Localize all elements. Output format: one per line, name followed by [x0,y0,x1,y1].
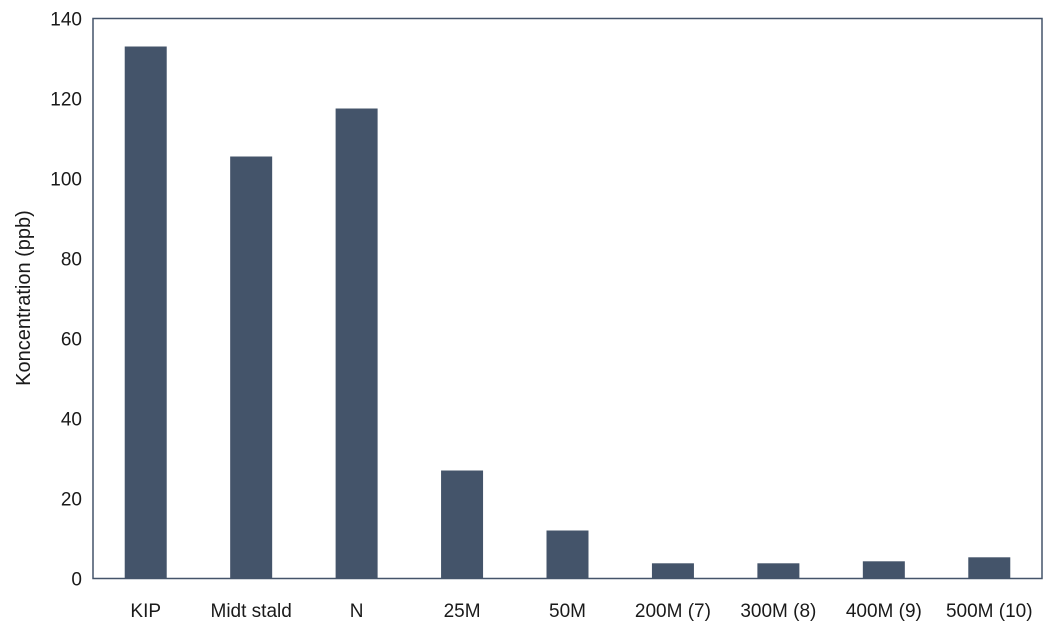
bar-8 [968,557,1011,579]
bar-1 [230,156,273,579]
x-tick-label-5: 200M (7) [635,601,711,622]
y-tick-label-3: 60 [61,330,82,351]
bar-4 [546,530,589,579]
y-tick-label-7: 140 [50,10,82,31]
bars-group [124,46,1011,579]
y-tick-label-4: 80 [61,250,82,271]
bar-3 [441,470,484,579]
y-axis-ticks: 0 20 40 60 80 100 120 140 [50,10,82,591]
y-tick-label-1: 20 [61,490,82,511]
x-tick-label-0: KIP [130,601,161,622]
x-tick-label-4: 50M [549,601,586,622]
y-tick-label-5: 100 [50,170,82,191]
x-tick-label-7: 400M (9) [846,601,922,622]
bar-7 [862,561,905,579]
x-tick-label-3: 25M [444,601,481,622]
y-tick-label-0: 0 [71,570,82,591]
bar-2 [335,108,378,579]
bar-0 [124,46,167,579]
y-tick-label-6: 120 [50,90,82,111]
y-tick-label-2: 40 [61,410,82,431]
y-axis-label: Koncentration (ppb) [13,210,35,386]
x-tick-label-1: Midt stald [211,601,292,622]
x-tick-label-2: N [350,601,364,622]
x-tick-label-6: 300M (8) [740,601,816,622]
x-axis-labels: KIP Midt stald N 25M 50M 200M (7) 300M (8) 400M… [130,601,1032,622]
bar-5 [651,563,694,579]
bar-6 [757,563,800,579]
x-tick-label-8: 500M (10) [946,601,1033,622]
